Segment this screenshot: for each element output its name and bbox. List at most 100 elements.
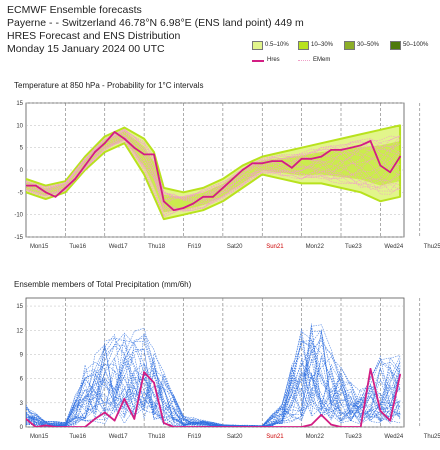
y-tick-label: 15 xyxy=(16,101,23,107)
ensemble-member-line xyxy=(26,132,401,211)
hres-point xyxy=(340,426,342,427)
hres-point xyxy=(349,426,352,427)
hres-point xyxy=(310,157,313,160)
hres-point xyxy=(113,419,116,422)
temperature-chart: 15 10 5 0 -5 -10 -15 Mon15 Tue16 Wed17 Thu18 Fri19 S… xyxy=(14,101,440,250)
ensemble-member-line xyxy=(26,134,401,218)
legend-swatch-1 xyxy=(298,41,309,50)
ensemble-member-line xyxy=(26,134,401,202)
legend-swatch-2 xyxy=(344,41,355,50)
ensemble-member-line xyxy=(26,336,401,427)
hres-point xyxy=(231,178,234,180)
hres-point xyxy=(222,426,224,427)
ensemble-member-line xyxy=(26,340,401,427)
hres-point xyxy=(192,202,195,205)
x-tick-label: Fri19 xyxy=(187,434,201,440)
x-tick-label: Thu25 xyxy=(424,434,440,440)
hres-point xyxy=(54,426,57,427)
hres-point xyxy=(202,426,205,427)
hres-point xyxy=(310,423,313,426)
hres-point xyxy=(261,162,264,165)
ensemble-member-line xyxy=(26,324,401,427)
ensemble-member-line xyxy=(26,339,401,427)
x-tick-label: Tue16 xyxy=(69,244,86,250)
ensemble-member-line xyxy=(26,331,401,427)
hres-point xyxy=(153,381,155,384)
hres-point xyxy=(359,144,362,147)
hres-point xyxy=(320,414,323,416)
hres-point xyxy=(359,426,362,427)
y-tick-label: -10 xyxy=(14,213,23,219)
hres-point xyxy=(94,418,96,420)
chart-legend: 0.5–10% 10–30% 30–50% 50–100% Hres EMem xyxy=(252,41,438,71)
x-tick-label: Sun21 xyxy=(266,244,284,250)
hres-point xyxy=(64,426,67,427)
ensemble-member-line xyxy=(26,330,401,427)
x-tick-label: Mon22 xyxy=(306,434,325,440)
hres-point xyxy=(271,160,273,162)
legend-swatch-3 xyxy=(390,41,401,50)
legend-label-2: 30–50% xyxy=(357,42,380,48)
y-tick-label: 0 xyxy=(20,425,24,431)
x-tick-label: Mon15 xyxy=(30,244,49,250)
y-tick-label: 3 xyxy=(20,401,24,407)
ensemble-band-outer xyxy=(26,124,402,221)
hres-point xyxy=(143,371,146,374)
hres-point xyxy=(162,422,165,424)
ensemble-member-line xyxy=(26,392,401,427)
y-tick-label: 10 xyxy=(16,123,23,129)
x-tick-label: Wed17 xyxy=(109,434,129,440)
ensemble-member-line xyxy=(26,138,401,200)
hres-point xyxy=(44,191,47,194)
hres-point xyxy=(222,187,224,189)
hres-point xyxy=(74,426,77,427)
x-tick-label: Sun21 xyxy=(266,434,284,440)
hres-point xyxy=(261,426,264,427)
header-line-1: ECMWF Ensemble forecasts xyxy=(7,4,142,16)
legend-hres-line xyxy=(252,60,264,62)
hres-point xyxy=(182,426,185,427)
hres-point xyxy=(330,423,333,426)
ensemble-member-line xyxy=(26,349,401,427)
hres-point xyxy=(143,153,146,156)
hres-point xyxy=(300,426,303,427)
y-tick-label: -15 xyxy=(14,235,23,241)
hres-point xyxy=(340,149,342,151)
ensemble-member-line xyxy=(26,129,401,212)
hres-point xyxy=(182,207,185,209)
hres-point xyxy=(162,200,165,203)
hres-point xyxy=(84,164,86,167)
ensemble-member-line xyxy=(26,357,401,427)
x-tick-label: Thu25 xyxy=(424,244,440,250)
hres-point xyxy=(74,178,77,180)
ensemble-member-line xyxy=(26,131,401,202)
legend-label-3: 50–100% xyxy=(403,42,429,48)
hres-point xyxy=(202,195,205,198)
ensemble-member-line xyxy=(26,136,401,205)
ensemble-member-line xyxy=(26,129,401,201)
hres-point xyxy=(172,209,175,212)
hres-point xyxy=(241,169,244,171)
ensemble-member-line xyxy=(26,391,401,427)
hres-point xyxy=(212,195,214,198)
x-tick-label: Mon15 xyxy=(30,434,49,440)
hres-point xyxy=(251,162,254,165)
x-tick-label: Thu18 xyxy=(148,244,166,250)
ensemble-member-line xyxy=(26,355,401,427)
legend-label-1: 10–30% xyxy=(311,42,334,48)
y-tick-label: 5 xyxy=(20,146,24,152)
plot-area xyxy=(26,323,401,427)
header-line-3: HRES Forecast and ENS Distribution xyxy=(7,30,181,42)
hres-point xyxy=(349,146,352,149)
precipitation-chart: 15 12 9 6 3 0 Mon15 Tue16 Wed17 Thu18 Fri19 Sat20 Su… xyxy=(16,297,440,440)
ensemble-member-line xyxy=(26,137,401,213)
y-tick-label: 15 xyxy=(16,304,23,310)
hres-point xyxy=(281,160,283,162)
hres-point xyxy=(133,146,136,149)
ensemble-member-line xyxy=(26,323,401,427)
hres-point xyxy=(54,195,57,198)
precipitation-chart-title: Ensemble members of Total Precipitation … xyxy=(14,280,192,289)
hres-point xyxy=(330,149,333,151)
hres-point xyxy=(300,157,303,160)
x-tick-label: Tue16 xyxy=(69,434,86,440)
